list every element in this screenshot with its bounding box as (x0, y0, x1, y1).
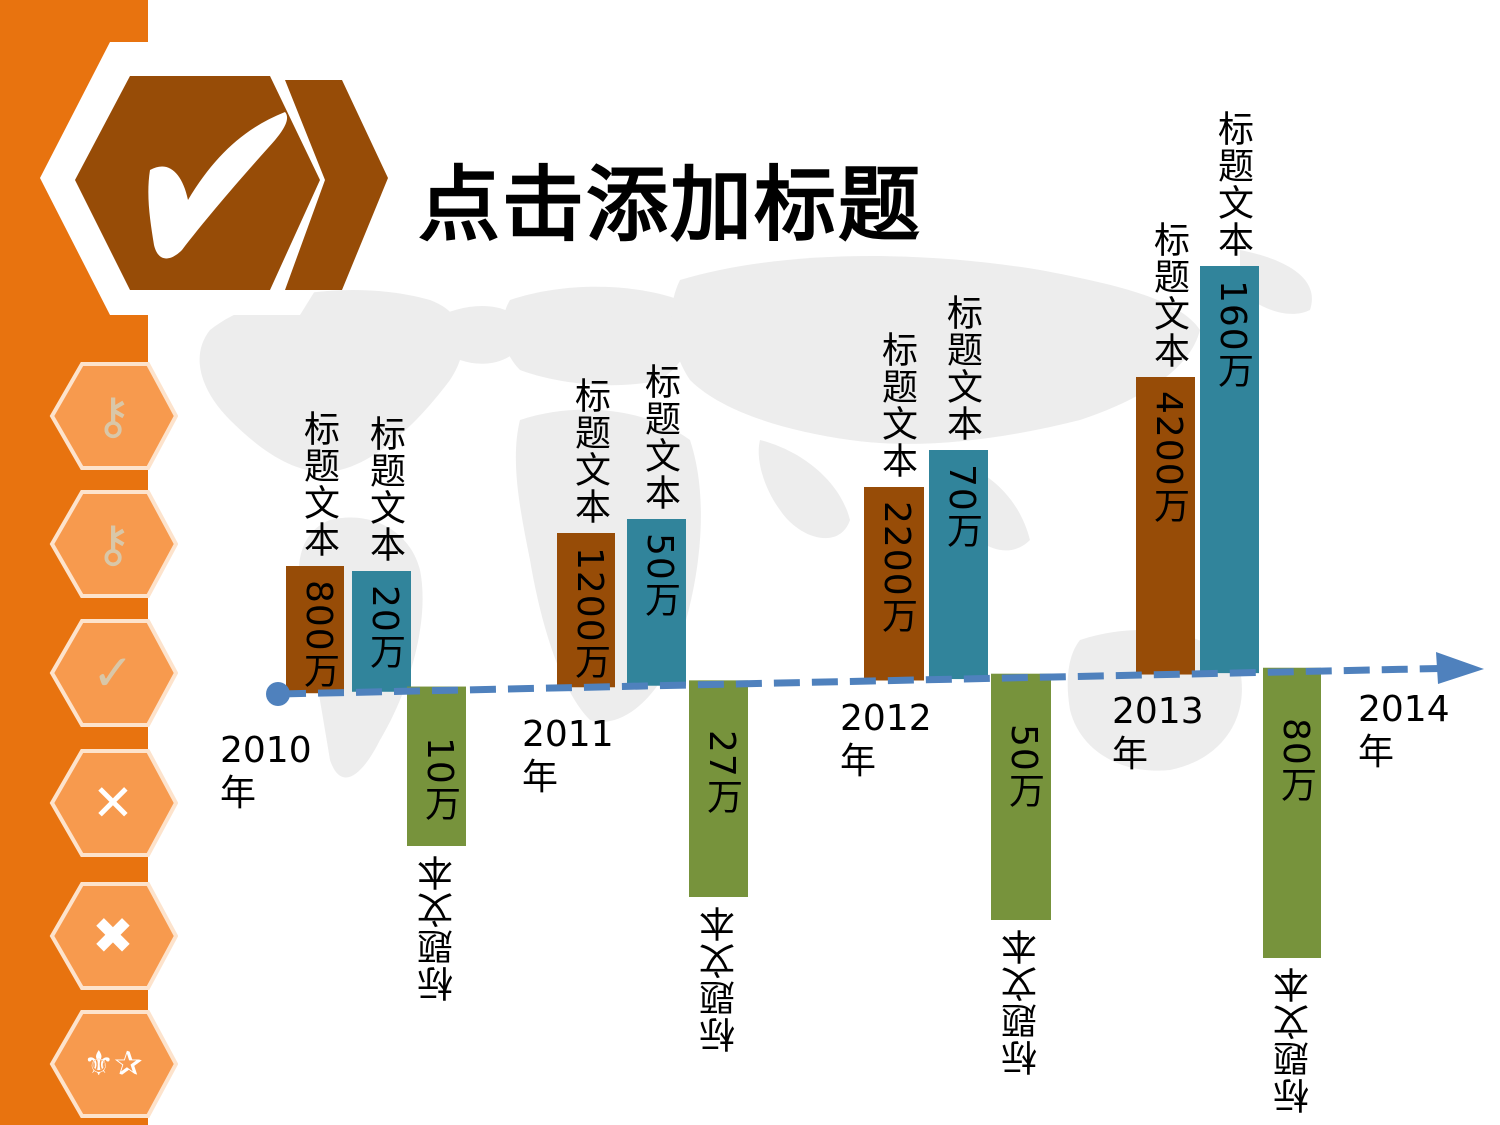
bar-series-label: 标题文本 (569, 377, 610, 525)
bar-value-label: 20万 (364, 585, 405, 670)
bar-series-label: 标题文本 (1212, 110, 1253, 258)
key-icon: ⚷ (94, 515, 132, 573)
check-icon: ✓ (92, 644, 134, 702)
page-title[interactable]: 点击添加标题 (418, 158, 923, 253)
bar-series-label: 标题文本 (364, 415, 405, 563)
sidebar-button-3[interactable]: ✓ (48, 617, 178, 729)
bar-s3-3 (991, 673, 1051, 920)
sidebar-button-2[interactable]: ⚷ (48, 488, 178, 600)
axis-start-dot (266, 682, 290, 706)
bar-series-label: 标题文本 (639, 363, 680, 511)
timeline-axis (279, 664, 1441, 698)
bar-series-label: 标题文本 (1002, 928, 1043, 1076)
axis-year-label: 2013 年 (1112, 691, 1204, 775)
bar-value-label: 50万 (639, 533, 680, 618)
bar-value-label: 27万 (701, 730, 742, 816)
sidebar-button-4[interactable]: ✕ (48, 747, 178, 859)
bar-series-label: 标题文本 (298, 410, 339, 558)
bar-value-label: 80万 (1275, 717, 1316, 803)
axis-arrowhead (1436, 652, 1484, 684)
axis-year-label: 2014 年 (1358, 689, 1450, 773)
sidebar-button-1[interactable]: ⚷ (48, 360, 178, 472)
bar-series-label: 标题文本 (1148, 221, 1189, 369)
bar-series-label: 标题文本 (941, 294, 982, 442)
bar-s3-1 (407, 686, 466, 846)
bar-value-label: 1200万 (569, 547, 610, 680)
decor-icon: ⚜✰ (83, 1044, 143, 1084)
bar-s2-2 (627, 519, 686, 686)
bar-value-label: 160万 (1212, 280, 1253, 389)
bar-series-label: 标题文本 (876, 331, 917, 479)
bar-series-label: 标题文本 (418, 854, 459, 1002)
bar-value-label: 2200万 (876, 501, 917, 634)
bar-series-label: 标题文本 (700, 905, 741, 1053)
check-icon (148, 112, 288, 259)
bar-s3-2 (689, 680, 748, 897)
bar-s2-3 (929, 450, 988, 680)
logo-chevron (285, 80, 388, 290)
bar-s1-3 (864, 487, 924, 681)
bar-value-label: 50万 (1003, 723, 1044, 809)
heavy-x-icon: ✖ (92, 907, 134, 965)
sidebar-button-5[interactable]: ✖ (48, 880, 178, 992)
bar-s3-4 (1263, 667, 1321, 958)
key-icon: ⚷ (94, 387, 132, 445)
close-icon: ✕ (92, 774, 134, 832)
bar-series-label: 标题文本 (1274, 966, 1315, 1114)
axis-year-label: 2011 年 (522, 714, 614, 798)
bar-value-label: 70万 (941, 464, 982, 549)
bar-s2-1 (352, 571, 411, 692)
bar-s1-2 (557, 533, 615, 688)
sidebar-button-6[interactable]: ⚜✰ (48, 1008, 178, 1120)
bar-s1-1 (286, 566, 344, 694)
bar-s1-4 (1136, 377, 1195, 675)
logo-badge (40, 42, 388, 315)
bar-value-label: 4200万 (1148, 391, 1189, 524)
bar-value-label: 10万 (419, 736, 460, 822)
bar-value-label: 800万 (298, 580, 339, 689)
axis-year-label: 2012 年 (840, 698, 932, 782)
axis-year-label: 2010 年 (220, 730, 312, 814)
bar-s2-4 (1200, 266, 1259, 674)
